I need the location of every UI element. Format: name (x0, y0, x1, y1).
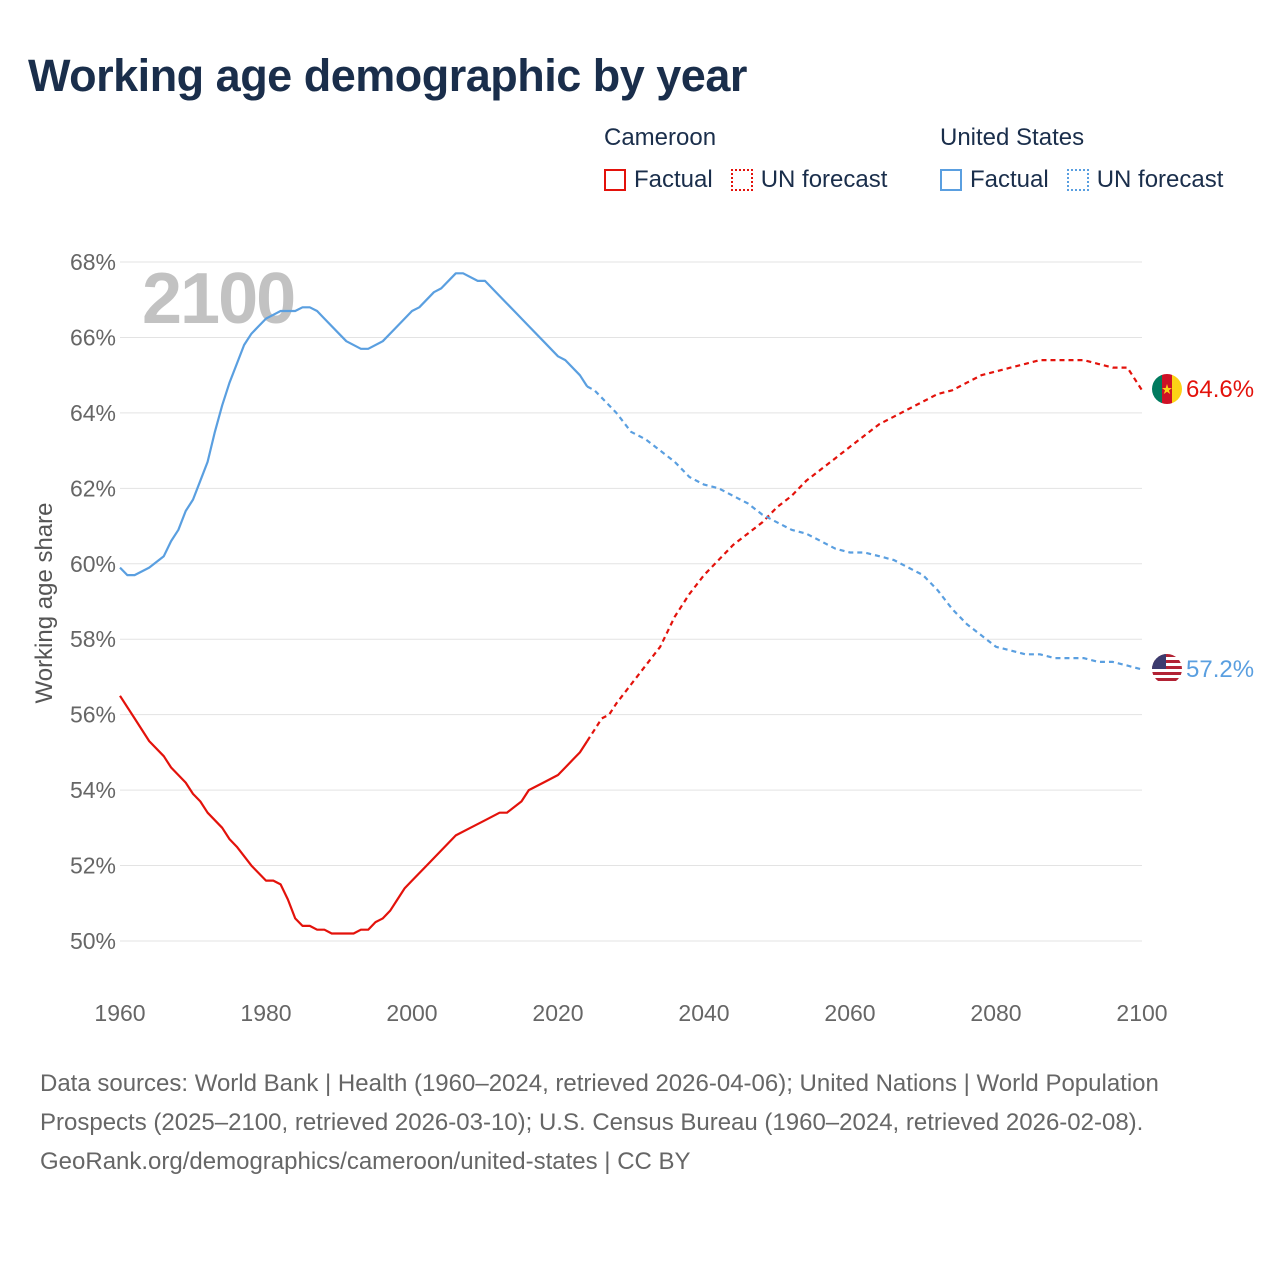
legend-cameroon-forecast[interactable]: UN forecast (730, 166, 888, 194)
y-tick-label: 62% (70, 475, 116, 501)
cameroon-forecast-line (586, 359, 1143, 742)
legend-label: UN forecast (760, 166, 888, 193)
series-lines (119, 272, 1143, 935)
y-tick-label: 50% (70, 928, 116, 954)
y-tick-label: 64% (70, 400, 116, 426)
x-axis-ticks: 1960 1980 2000 2020 2040 2060 2080 2100 (94, 1000, 1167, 1026)
x-tick-label: 1960 (94, 1000, 145, 1026)
legend-us-factual[interactable]: Factual (940, 166, 1049, 194)
x-tick-label: 2020 (532, 1000, 583, 1026)
legend-cameroon-factual[interactable]: Factual (604, 166, 713, 194)
source-note: Data sources: World Bank | Health (1960–… (40, 1064, 1240, 1181)
source-url[interactable]: GeoRank.org/demographics/cameroon/united… (40, 1148, 691, 1175)
y-axis-label: Working age share (31, 503, 58, 704)
legend-swatch-dotted (1066, 169, 1089, 191)
source-text: Data sources: World Bank | Health (1960–… (40, 1070, 1159, 1136)
legend-swatch-dotted (730, 169, 753, 191)
x-tick-label: 1980 (240, 1000, 291, 1026)
y-tick-label: 60% (70, 551, 116, 577)
y-tick-label: 54% (70, 777, 116, 803)
y-tick-label: 58% (70, 626, 116, 652)
line-chart: 2100 50% 52% 54% 56% 58% 60% 62% 64% 66% 68% 1960… (31, 249, 1254, 1026)
legend-label: UN forecast (1096, 166, 1224, 193)
legend-label: Factual (970, 166, 1049, 193)
y-tick-label: 66% (70, 324, 116, 350)
united-states-flag-icon (1152, 654, 1182, 684)
y-tick-label: 52% (70, 853, 116, 879)
united-states-factual-line (119, 272, 589, 577)
legend-country-united-states: United States (940, 124, 1085, 151)
y-tick-label: 56% (70, 702, 116, 728)
x-tick-label: 2060 (824, 1000, 875, 1026)
y-axis-ticks: 50% 52% 54% 56% 58% 60% 62% 64% 66% 68% (70, 249, 116, 954)
legend-us-forecast[interactable]: UN forecast (1066, 166, 1224, 194)
x-tick-label: 2040 (678, 1000, 729, 1026)
legend-country-cameroon: Cameroon (604, 124, 717, 151)
grid-lines (120, 261, 1142, 942)
legend-swatch-solid (940, 169, 962, 191)
legend-united-states: United States Factual UN forecast (940, 124, 1241, 194)
legend-swatch-solid (604, 169, 626, 191)
legend-cameroon: Cameroon Factual UN forecast (604, 124, 905, 194)
cameroon-end-label: 64.6% (1186, 376, 1254, 403)
x-tick-label: 2000 (386, 1000, 437, 1026)
chart-title: Working age demographic by year (28, 50, 747, 101)
united-states-end-label: 57.2% (1186, 656, 1254, 683)
x-tick-label: 2100 (1116, 1000, 1167, 1026)
cameroon-flag-icon (1152, 374, 1182, 404)
united-states-forecast-line (586, 385, 1143, 671)
y-tick-label: 68% (70, 249, 116, 275)
legend-label: Factual (634, 166, 713, 193)
x-tick-label: 2080 (970, 1000, 1021, 1026)
year-watermark: 2100 (142, 259, 294, 339)
cameroon-factual-line (119, 695, 589, 935)
